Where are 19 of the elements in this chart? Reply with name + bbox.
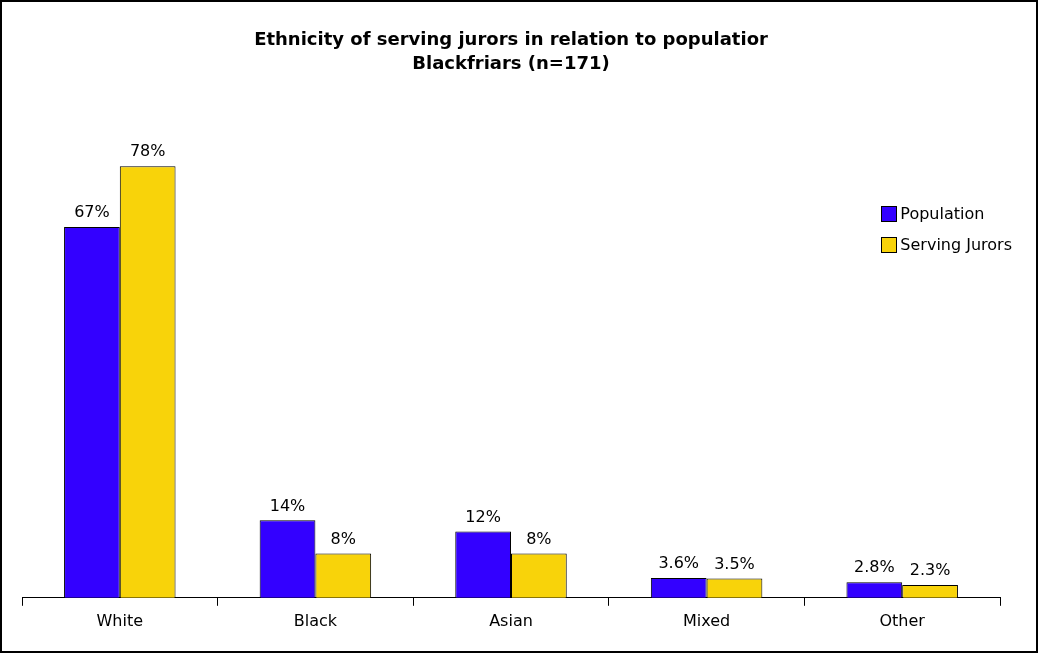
x-tick-label: Black [293, 610, 338, 630]
data-label: 2.8% [854, 557, 895, 577]
chart-subtitle: Blackfriars (n=171) [412, 52, 610, 74]
x-tick-label: Asian [489, 610, 533, 630]
data-label: 12% [465, 506, 501, 526]
data-label: 8% [526, 528, 552, 548]
data-label: 78% [129, 141, 166, 161]
x-tick-label: Mixed [682, 610, 731, 630]
data-label: 14% [269, 495, 306, 515]
data-label: 8% [330, 528, 356, 548]
data-label: 3.5% [714, 553, 755, 573]
data-label: 2.3% [909, 560, 951, 580]
chart-title: Ethnicity of serving jurors in relation to populatior [254, 28, 768, 50]
x-tick-label: Other [879, 610, 926, 630]
x-tick-label: White [96, 610, 144, 630]
legend-label: Population [900, 204, 985, 223]
data-label: 3.6% [658, 553, 700, 573]
data-label: 67% [74, 202, 110, 222]
legend-label: Serving Jurors [900, 235, 1012, 254]
